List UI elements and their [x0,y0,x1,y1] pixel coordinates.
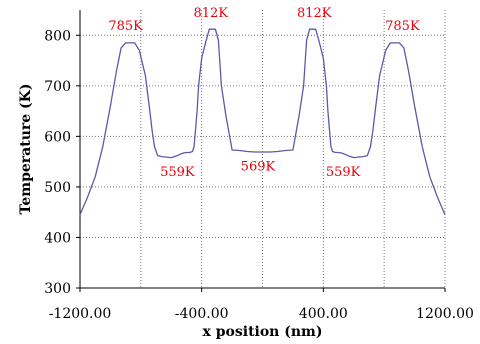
peak-annotation: 812K [297,6,332,21]
series-line-0 [79,28,446,215]
y-tick-label: 600 [44,129,71,145]
y-tick-label: 700 [44,79,71,95]
peak-annotation: 559K [326,165,361,180]
peak-annotation: 785K [385,19,420,34]
x-tick-label: 400.00 [299,306,348,322]
x-tick-label: -400.00 [175,306,229,322]
y-tick-label: 800 [44,28,71,44]
y-tick-label: 500 [44,180,71,196]
data-series [79,28,446,215]
peak-annotation: 559K [160,165,195,180]
y-tick-label: 300 [44,281,71,297]
grid-lines [80,10,446,288]
peak-annotation: 569K [241,160,276,175]
peak-annotation: 812K [194,6,229,21]
y-tick-label: 400 [44,230,71,246]
x-axis-label: x position (nm) [203,324,323,340]
peak-annotation: 785K [108,19,143,34]
x-tick-labels: -1200.00 -400.00 400.00 1200.00 [49,306,474,322]
x-tick-label: 1200.00 [416,306,474,322]
axes [76,10,446,292]
x-tick-label: -1200.00 [49,306,112,322]
y-axis-label: Temperature (K) [18,84,34,215]
y-tick-labels: 300 400 500 600 700 800 [44,28,71,297]
annotations: 785K 812K 812K 785K 559K 569K 559K [108,6,420,180]
